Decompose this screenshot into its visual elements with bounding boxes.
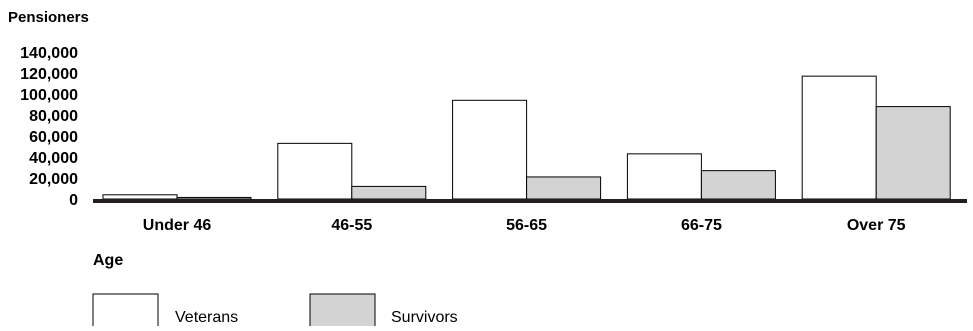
bar-survivors-3	[700, 170, 776, 200]
y-tick-label: 140,000	[20, 45, 78, 62]
legend: Veterans Survivors	[92, 293, 458, 330]
y-tick-label: 80,000	[29, 108, 78, 125]
legend-swatch-survivors	[309, 293, 376, 330]
y-tick-label: 40,000	[29, 150, 78, 167]
bar-veterans-1	[277, 142, 353, 200]
bar-veterans-3	[626, 153, 702, 200]
y-axis-label: Pensioners	[8, 9, 89, 26]
bar-survivors-4	[875, 106, 951, 200]
bar-survivors-2	[526, 176, 602, 200]
bar-veterans-4	[801, 75, 877, 200]
bar-veterans-0	[102, 194, 178, 200]
y-tick-label: 60,000	[29, 129, 78, 146]
legend-label-veterans: Veterans	[175, 309, 238, 326]
y-tick-label: 100,000	[20, 87, 78, 104]
x-axis-baseline	[93, 199, 967, 203]
y-tick-label: 20,000	[29, 171, 78, 188]
x-tick-label: 46-55	[331, 217, 372, 234]
x-tick-label: 66-75	[681, 217, 722, 234]
bar-veterans-2	[452, 99, 528, 200]
bar-survivors-1	[351, 185, 427, 200]
bars	[102, 75, 951, 200]
x-tick-label: Over 75	[847, 217, 906, 234]
x-tick-labels: Under 46 46-55 56-65 66-75 Over 75	[143, 217, 906, 234]
y-ticks: 140,000 120,000 100,000 80,000 60,000 40,000 2…	[20, 45, 78, 209]
x-axis-label: Age	[93, 252, 123, 269]
y-tick-label: 0	[69, 192, 78, 209]
legend-swatch-veterans	[92, 293, 159, 330]
x-tick-label: Under 46	[143, 217, 212, 234]
y-tick-label: 120,000	[20, 66, 78, 83]
bar-survivors-0	[176, 196, 252, 200]
legend-label-survivors: Survivors	[391, 309, 458, 326]
x-tick-label: 56-65	[506, 217, 547, 234]
